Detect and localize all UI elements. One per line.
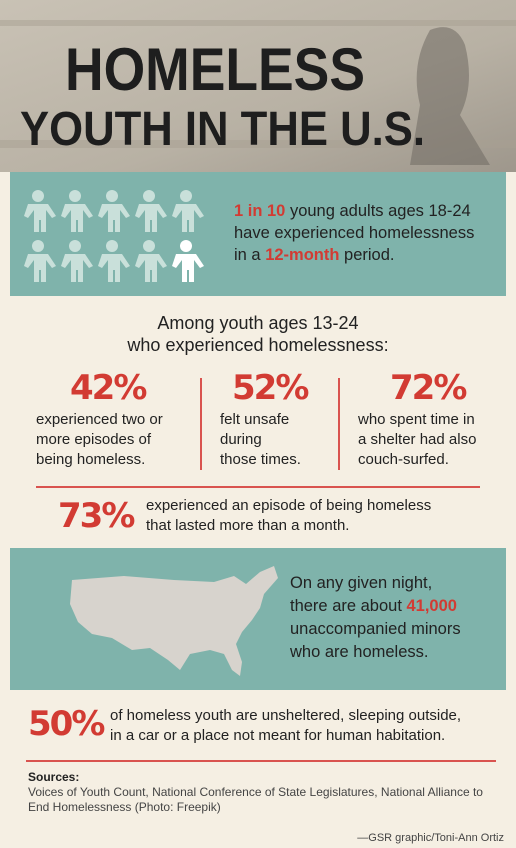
person-icon (135, 190, 167, 232)
among-heading: Among youth ages 13-24 who experienced h… (0, 312, 516, 356)
stat-value: 52% (220, 368, 340, 408)
line: who spent time in (358, 410, 508, 430)
line: who experienced homelessness: (0, 334, 516, 356)
divider (338, 378, 340, 470)
line: those times. (220, 450, 340, 470)
divider (200, 378, 202, 470)
text: unaccompanied minors (290, 620, 461, 638)
line: that lasted more than a month. (146, 516, 431, 536)
line: experienced two or (36, 410, 186, 430)
line: of homeless youth are unsheltered, sleep… (110, 706, 461, 726)
text: young adults ages 18-24 (285, 202, 470, 220)
line: there are about 41,000 (290, 595, 461, 618)
text: who are homeless. (290, 643, 429, 661)
us-map (64, 558, 284, 683)
text: period. (339, 246, 394, 264)
people-icons (20, 186, 220, 286)
line: 1 in 10 young adults ages 18-24 (234, 200, 474, 222)
line: being homeless. (36, 450, 186, 470)
person-icon (135, 240, 167, 282)
line: have experienced homelessness (234, 222, 474, 244)
fact-1: 1 in 10 young adults ages 18-24 have exp… (234, 200, 474, 266)
line: experienced an episode of being homeless (146, 496, 431, 516)
fact-3-value: 50% (28, 704, 103, 744)
person-icon (24, 240, 56, 282)
highlight: 41,000 (407, 597, 457, 615)
fact-2: On any given night, there are about 41,0… (290, 572, 461, 664)
line: Voices of Youth Count, National Conferen… (28, 785, 483, 800)
infographic: HOMELESS YOUTH IN THE U.S. 1 in 10 young… (0, 0, 516, 848)
person-icon (61, 190, 93, 232)
highlight: 1 in 10 (234, 202, 285, 220)
person-icon (24, 190, 56, 232)
sources: Sources: Voices of Youth Count, National… (28, 770, 483, 815)
credit: —GSR graphic/Toni-Ann Ortiz (357, 832, 504, 844)
line: On any given night, (290, 572, 461, 595)
text: On any given night, (290, 574, 432, 592)
title: HOMELESS (65, 36, 365, 103)
line: who are homeless. (290, 641, 461, 664)
text: have experienced homelessness (234, 224, 474, 242)
line: in a car or a place not meant for human … (110, 726, 461, 746)
person-icon (172, 240, 204, 282)
map-shape (70, 566, 278, 676)
line: during (220, 430, 340, 450)
line: Among youth ages 13-24 (0, 312, 516, 334)
wide-stat-value: 73% (58, 496, 133, 536)
line: couch-surfed. (358, 450, 508, 470)
highlight: 12-month (265, 246, 339, 264)
stat-value: 42% (36, 368, 186, 408)
line: felt unsafe (220, 410, 340, 430)
stat-value: 72% (358, 368, 508, 408)
rule (36, 486, 480, 488)
header: HOMELESS YOUTH IN THE U.S. (0, 0, 516, 172)
line: in a 12-month period. (234, 244, 474, 266)
person-icon (98, 240, 130, 282)
person-icon (61, 240, 93, 282)
line: a shelter had also (358, 430, 508, 450)
person-icon (98, 190, 130, 232)
band-2: On any given night, there are about 41,0… (10, 548, 506, 690)
fact-3-text: of homeless youth are unsheltered, sleep… (110, 706, 461, 746)
person-icon (172, 190, 204, 232)
rule (26, 760, 496, 762)
text: there are about (290, 597, 407, 615)
line: more episodes of (36, 430, 186, 450)
band-1: 1 in 10 young adults ages 18-24 have exp… (10, 172, 506, 296)
wide-stat-text: experienced an episode of being homeless… (146, 496, 431, 536)
photo-step (0, 20, 516, 26)
line: End Homelessness (Photo: Freepik) (28, 800, 483, 815)
subtitle: YOUTH IN THE U.S. (20, 103, 425, 156)
text: in a (234, 246, 265, 264)
line: unaccompanied minors (290, 618, 461, 641)
sources-heading: Sources: (28, 770, 483, 785)
